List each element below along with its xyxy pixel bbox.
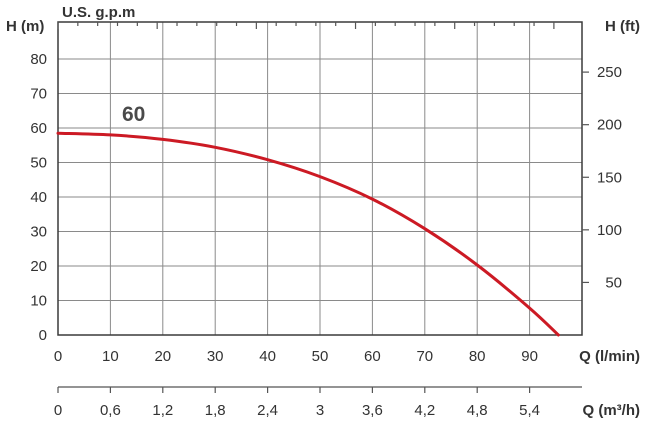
x-tick-label: 90 <box>521 348 538 365</box>
m3h-tick-label: 4,2 <box>414 402 435 419</box>
grid <box>58 22 582 335</box>
y-tick-label: 10 <box>30 293 47 310</box>
ft-tick-label: 150 <box>597 169 622 186</box>
y-tick-label: 40 <box>30 189 47 206</box>
ft-tick-label: 200 <box>597 117 622 134</box>
m3h-tick-label: 3 <box>316 402 324 419</box>
x-tick-label: 50 <box>312 348 329 365</box>
m3h-tick-label: 0 <box>54 402 62 419</box>
y-tick-label: 30 <box>30 224 47 241</box>
x-tick-label: 20 <box>154 348 171 365</box>
x-tick-label: 0 <box>54 348 62 365</box>
y-tick-label: 50 <box>30 155 47 172</box>
m3h-tick-label: 1,8 <box>205 402 226 419</box>
plot-frame <box>57 21 583 336</box>
series-layer <box>56 131 560 337</box>
y-tick-label: 0 <box>39 327 47 344</box>
x-tick-label: 10 <box>102 348 119 365</box>
m3h-tick-label: 0,6 <box>100 402 121 419</box>
y-tick-label: 80 <box>30 51 47 68</box>
m3h-tick-label: 2,4 <box>257 402 278 419</box>
x-tick-label: 80 <box>469 348 486 365</box>
x-tick-label: 30 <box>207 348 224 365</box>
m3h-tick-label: 5,4 <box>519 402 540 419</box>
ft-tick-label: 50 <box>605 274 622 291</box>
m3h-tick-label: 3,6 <box>362 402 383 419</box>
series-curve-60 <box>56 131 560 337</box>
m3h-tick-label: 1,2 <box>152 402 173 419</box>
ft-tick-label: 250 <box>597 64 622 81</box>
left-axis-title: H (m) <box>6 18 44 35</box>
y-tick-label: 60 <box>30 120 47 137</box>
series-label: 60 <box>122 103 145 126</box>
x-tick-label: 70 <box>416 348 433 365</box>
x-tick-label: 40 <box>259 348 276 365</box>
y-tick-label: 70 <box>30 86 47 103</box>
m3h-tick-label: 4,8 <box>467 402 488 419</box>
bottom-axis-title: Q (l/min) <box>579 348 640 365</box>
axis-ticks <box>57 22 589 393</box>
bottom2-axis-title: Q (m³/h) <box>583 402 641 419</box>
ft-tick-label: 100 <box>597 222 622 239</box>
top-axis-title: U.S. g.p.m <box>62 4 135 21</box>
y-tick-label: 20 <box>30 258 47 275</box>
right-axis-title: H (ft) <box>605 18 640 35</box>
x-tick-label: 60 <box>364 348 381 365</box>
